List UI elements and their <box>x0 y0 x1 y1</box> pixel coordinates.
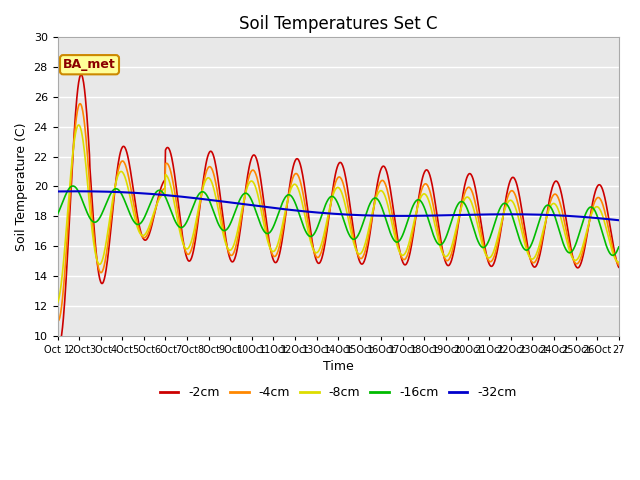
-8cm <box>615 259 623 265</box>
-16cm <box>69 183 77 189</box>
-2cm <box>56 341 63 347</box>
-8cm <box>75 122 83 128</box>
-2cm <box>441 257 449 263</box>
Line: -4cm: -4cm <box>58 104 619 321</box>
-8cm <box>200 181 208 187</box>
Line: -8cm: -8cm <box>58 125 619 303</box>
-32cm <box>411 213 419 219</box>
-16cm <box>440 238 448 244</box>
-2cm <box>54 337 61 343</box>
-16cm <box>609 252 617 258</box>
-8cm <box>266 245 274 251</box>
-4cm <box>441 255 449 261</box>
X-axis label: Time: Time <box>323 360 353 373</box>
-32cm <box>517 212 525 217</box>
-8cm <box>440 253 448 259</box>
-16cm <box>411 200 419 206</box>
-32cm <box>216 198 223 204</box>
-8cm <box>517 224 525 230</box>
-32cm <box>266 204 274 210</box>
-4cm <box>411 217 419 223</box>
Line: -16cm: -16cm <box>58 186 619 255</box>
-32cm <box>74 189 82 194</box>
-4cm <box>201 175 209 181</box>
-8cm <box>216 213 223 218</box>
-4cm <box>517 216 525 222</box>
-32cm <box>200 196 208 202</box>
-32cm <box>615 217 623 223</box>
-16cm <box>517 240 525 245</box>
-4cm <box>216 204 224 210</box>
-4cm <box>54 318 62 324</box>
-2cm <box>411 220 419 226</box>
-32cm <box>440 213 448 218</box>
Y-axis label: Soil Temperature (C): Soil Temperature (C) <box>15 122 28 251</box>
-4cm <box>615 262 623 268</box>
-16cm <box>615 244 623 250</box>
-8cm <box>54 300 61 306</box>
-16cm <box>54 211 61 217</box>
-32cm <box>54 189 61 194</box>
-16cm <box>200 190 208 195</box>
-2cm <box>216 191 224 196</box>
Title: Soil Temperatures Set C: Soil Temperatures Set C <box>239 15 437 33</box>
Legend: -2cm, -4cm, -8cm, -16cm, -32cm: -2cm, -4cm, -8cm, -16cm, -32cm <box>155 381 522 404</box>
-4cm <box>76 101 84 107</box>
Text: BA_met: BA_met <box>63 58 116 71</box>
-2cm <box>201 169 209 175</box>
-4cm <box>54 318 61 324</box>
Line: -32cm: -32cm <box>58 192 619 220</box>
-2cm <box>615 264 623 270</box>
-2cm <box>517 203 525 209</box>
-16cm <box>266 229 274 235</box>
-16cm <box>216 223 223 229</box>
Line: -2cm: -2cm <box>58 74 619 344</box>
-4cm <box>267 247 275 253</box>
-2cm <box>267 247 275 252</box>
-2cm <box>77 72 84 77</box>
-8cm <box>411 216 419 222</box>
